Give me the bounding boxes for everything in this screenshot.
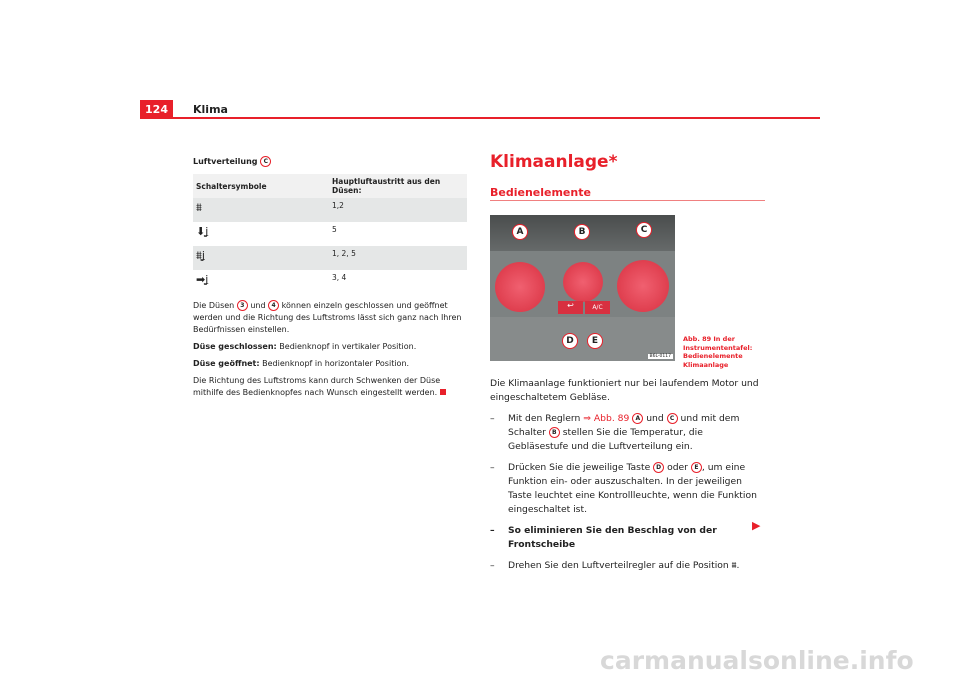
figure-code: B6L-0117	[647, 354, 673, 359]
dash-bottom	[490, 317, 675, 361]
t: Bedienknopf in vertikaler Position.	[279, 342, 417, 351]
label-b: B	[574, 224, 590, 240]
temperature-knob[interactable]	[495, 262, 545, 312]
direction-paragraph: Die Richtung des Luftstroms kann durch S…	[193, 375, 468, 399]
closed-paragraph: Düse geschlossen: Bedienknopf in vertika…	[193, 341, 468, 353]
t: , um eine Funktion ein- oder auszuschalt…	[508, 462, 757, 515]
right-body: Die Klimaanlage funktioniert nur bei lau…	[490, 377, 765, 573]
windshield-footwell-air-icon: ⩩ʝ	[196, 249, 206, 262]
t: und	[250, 301, 266, 310]
defrost-windshield-icon: ⩩	[731, 560, 737, 571]
t: Bedienknopf in horizontaler Position.	[262, 359, 410, 368]
label: Düse geschlossen:	[193, 342, 277, 351]
ref-c: C	[260, 156, 272, 167]
fan-knob[interactable]	[563, 262, 603, 302]
distribution-knob[interactable]	[617, 260, 669, 312]
list-item: – Mit den Reglern ⇒ Abb. 89 A und C und m…	[490, 412, 765, 454]
dash: –	[490, 560, 495, 571]
subsection-rule	[490, 200, 765, 201]
dash: –	[490, 525, 495, 536]
header-rule	[140, 117, 820, 119]
chapter-title: Klimaanlage*	[490, 152, 618, 172]
subsection-title: Bedienelemente	[490, 186, 591, 199]
face-vent-air-icon: ➡ʝ	[196, 273, 209, 286]
col-header: Schaltersymbole	[193, 174, 329, 198]
t: oder	[667, 462, 688, 473]
col-header: Hauptluftaustritt aus den Düsen:	[329, 174, 467, 198]
page-number: 124	[140, 100, 173, 118]
label-d: D	[562, 333, 578, 349]
open-paragraph: Düse geöffnet: Bedienknopf in horizontal…	[193, 358, 468, 370]
ref-3: 3	[236, 300, 248, 311]
t: und	[646, 413, 664, 424]
continue-arrow-icon: ▶	[752, 519, 761, 532]
t: Die Richtung des Luftstroms kann durch S…	[193, 376, 441, 397]
ref-4: 4	[268, 300, 280, 311]
defrost-windshield-icon: ⩩	[196, 201, 202, 214]
t: können einzeln geschlossen und geöffnet …	[193, 301, 462, 334]
dash: –	[490, 413, 495, 424]
end-marker-icon	[439, 389, 446, 395]
luftverteilung-heading: Luftverteilung C	[193, 156, 468, 167]
t: stellen Sie die Temperatur, die Gebläses…	[508, 427, 703, 452]
intro-paragraph: Die Klimaanlage funktioniert nur bei lau…	[490, 378, 759, 403]
air-distribution-table: Schaltersymbole Hauptluftaustritt aus den…	[193, 174, 467, 294]
table-row: ⩩ 1,2	[193, 198, 467, 222]
t: Drücken Sie die jeweilige Taste	[508, 462, 651, 473]
footwell-air-icon: ⬇ʝ	[196, 225, 209, 238]
left-column: Luftverteilung C Schaltersymbole Hauptluf…	[193, 156, 468, 399]
t: So eliminieren Sie den Beschlag von der …	[508, 525, 717, 550]
t: und mit dem Schalter	[508, 413, 740, 438]
nozzle-paragraph: Die Düsen 3 und 4 können einzeln geschlo…	[193, 300, 468, 336]
list-item: – Drücken Sie die jeweilige Taste D oder …	[490, 461, 765, 517]
t: Mit den Reglern	[508, 413, 581, 424]
table-row: ➡ʝ 3, 4	[193, 270, 467, 294]
cell: 1,2	[329, 198, 467, 222]
figure-caption: Abb. 89 In der Instrumententafel: Bedien…	[683, 335, 753, 369]
figure-link[interactable]: ⇒ Abb. 89	[583, 413, 630, 424]
label-c: C	[636, 222, 652, 238]
ac-button[interactable]: A/C	[585, 301, 610, 314]
label-e: E	[587, 333, 603, 349]
t: .	[736, 560, 740, 571]
t: Drehen Sie den Luftverteilregler auf die…	[508, 560, 729, 571]
t: Die Düsen	[193, 301, 235, 310]
label: Düse geöffnet:	[193, 359, 260, 368]
ref-e: E	[690, 462, 702, 473]
ac-control-figure: ↩ A/C A B C D E B6L-0117	[490, 215, 675, 361]
list-item: – Drehen Sie den Luftverteilregler auf di…	[490, 559, 765, 573]
ref-a: A	[632, 413, 644, 424]
dash: –	[490, 462, 495, 473]
recirculation-button[interactable]: ↩	[558, 301, 583, 314]
table-row: ⩩ʝ 1, 2, 5	[193, 246, 467, 270]
list-item: – So eliminieren Sie den Beschlag von der…	[490, 524, 765, 552]
ref-d: D	[653, 462, 665, 473]
table-row: ⬇ʝ 5	[193, 222, 467, 246]
ref-c: C	[666, 413, 678, 424]
cell: 1, 2, 5	[329, 246, 467, 270]
ref-b: B	[548, 427, 560, 438]
cell: 5	[332, 225, 337, 234]
section-title: Klima	[193, 103, 228, 116]
heading-text: Luftverteilung	[193, 157, 258, 166]
label-a: A	[512, 224, 528, 240]
cell: 3, 4	[332, 273, 347, 282]
watermark: carmanualsonline.info	[600, 646, 914, 675]
